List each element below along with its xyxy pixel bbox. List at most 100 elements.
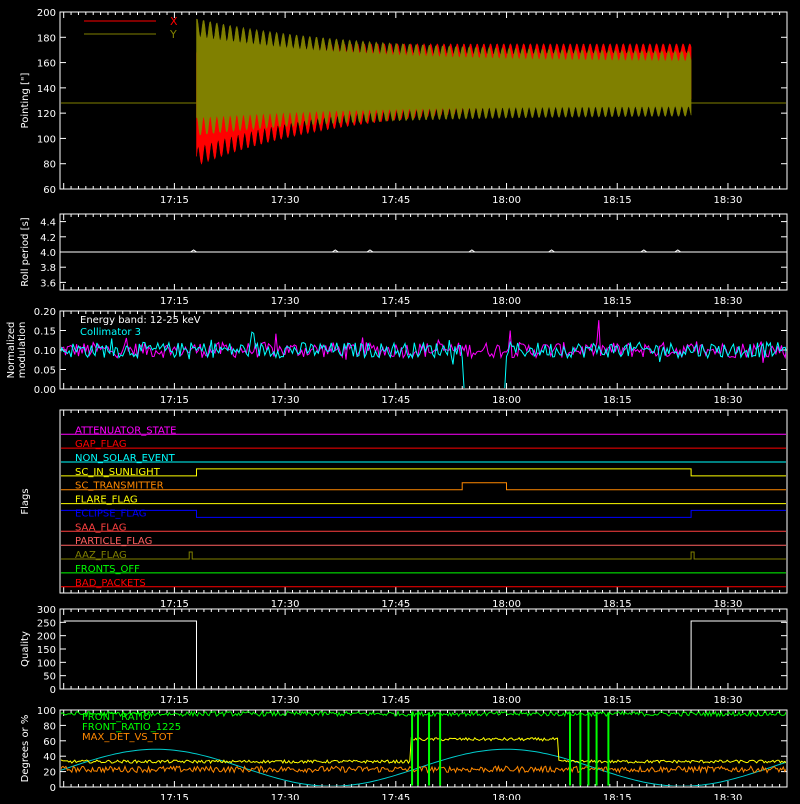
flag-label: FRONTS_OFF [75, 564, 140, 575]
x-tick-label: 18:30 [714, 296, 743, 307]
series-line [61, 331, 786, 388]
flag-line [61, 482, 786, 491]
y-tick-label: 80 [43, 160, 56, 171]
y-tick-label: 50 [43, 672, 56, 683]
y-tick-label: 160 [37, 59, 56, 70]
x-tick-label: 18:00 [492, 195, 521, 206]
flag-label: FLARE_FLAG [75, 495, 138, 506]
y-tick-label: 300 [37, 605, 56, 616]
y-tick-label: 80 [43, 721, 56, 732]
roll-period-blip [674, 249, 682, 253]
x-tick-label: 17:30 [271, 195, 300, 206]
x-tick-label: 17:30 [271, 599, 300, 610]
y-axis-label: modulation [17, 322, 28, 379]
data-layer [63, 620, 786, 688]
y-tick-label: 0.20 [34, 307, 56, 318]
x-tick-label: 18:30 [714, 793, 743, 800]
legend-label: MAX_DET_VS_TOT [82, 732, 174, 743]
panel-frame [59, 11, 788, 190]
data-layer [61, 711, 786, 786]
x-tick-label: 18:30 [714, 695, 743, 706]
x-tick-label: 17:30 [271, 296, 300, 307]
roll-period-blip [640, 249, 648, 253]
flag-label: ECLIPSE_FLAG [75, 508, 146, 519]
panel-quality: 17:15 17:30 17:45 18:00 18:15 18:30 0 50 100 150 2… [20, 605, 788, 706]
x-tick-label: 17:30 [271, 395, 300, 406]
series-line-angle [61, 748, 786, 786]
series-line-yellow [61, 736, 786, 765]
legend-label: FRONT_RATIO [82, 712, 151, 723]
flag-label: BAD_PACKETS [75, 578, 146, 589]
y-axis-label: Quality [20, 631, 31, 667]
y-tick-label: 0.05 [34, 366, 56, 377]
flag-label: ATTENUATOR_STATE [75, 425, 176, 436]
series-line-max-det [61, 764, 786, 775]
panel-ratios: 17:15 17:30 17:45 18:00 18:15 18:30 0 20 40 60 80 1… [20, 706, 788, 804]
y-tick-label: 4.2 [40, 233, 56, 244]
x-tick-label: 18:15 [603, 599, 632, 610]
x-tick-label: 18:30 [714, 395, 743, 406]
y-tick-label: 4.0 [40, 248, 56, 259]
legend-label: Collimator 3 [80, 327, 141, 338]
y-tick-label: 60 [43, 737, 56, 748]
roll-period-blip [468, 249, 476, 253]
y-tick-label: 180 [37, 33, 56, 44]
data-layer [61, 18, 786, 166]
panel-frame [59, 709, 788, 788]
panel-pointing: 17:15 17:30 17:45 18:00 18:15 18:30 60 80 100 120… [20, 8, 788, 206]
y-tick-label: 4.4 [40, 218, 56, 229]
flag-line [61, 509, 786, 518]
x-tick-label: 18:15 [603, 695, 632, 706]
x-tick-label: 18:00 [492, 793, 521, 800]
flag-label: SC_TRANSMITTER [75, 481, 164, 492]
y-axis-label: Roll period [s] [20, 217, 31, 286]
y-tick-label: 0.10 [34, 346, 56, 357]
flag-label: PARTICLE_FLAG [75, 536, 152, 547]
roll-period-blip [366, 249, 374, 253]
flag-label: NON_SOLAR_EVENT [75, 453, 176, 464]
x-tick-label: 18:15 [603, 296, 632, 307]
x-tick-label: 18:00 [492, 395, 521, 406]
y-axis-label: Normalized [6, 322, 17, 379]
legend-label: X [170, 15, 178, 28]
legend-label: FRONT_RATIO_1225 [82, 722, 181, 733]
y-tick-label: 250 [37, 618, 56, 629]
y-tick-label: 40 [43, 752, 56, 763]
y-tick-label: 200 [37, 8, 56, 19]
x-tick-label: 17:45 [381, 395, 410, 406]
y-tick-label: 0.00 [34, 385, 56, 396]
quality-line [63, 620, 786, 688]
x-tick-label: 17:15 [160, 695, 189, 706]
x-tick-label: 17:45 [381, 195, 410, 206]
flag-label: SAA_FLAG [75, 522, 126, 533]
panel-modulation: 17:15 17:30 17:45 18:00 18:15 18:30 0.00 0.05 0.… [6, 307, 788, 406]
y-tick-label: 0.15 [34, 327, 56, 338]
series-band-Y [196, 18, 692, 136]
x-tick-label: 17:30 [271, 695, 300, 706]
data-layer [61, 433, 786, 588]
roll-period-blip [190, 249, 197, 253]
y-tick-label: 200 [37, 632, 56, 643]
x-tick-label: 18:15 [603, 793, 632, 800]
x-tick-label: 17:15 [160, 195, 189, 206]
x-tick-label: 18:00 [492, 599, 521, 610]
y-tick-label: 60 [43, 185, 56, 196]
y-axis-label: Degrees or % [20, 715, 31, 783]
panel-roll: 17:15 17:30 17:45 18:00 18:15 18:30 3.6 3.8 4.0 4… [20, 213, 788, 307]
x-tick-label: 17:15 [160, 599, 189, 610]
data-layer [61, 320, 786, 388]
x-tick-label: 17:45 [381, 793, 410, 800]
x-tick-label: 18:00 [492, 695, 521, 706]
x-tick-label: 18:15 [603, 195, 632, 206]
x-tick-label: 17:15 [160, 793, 189, 800]
x-tick-label: 17:45 [381, 695, 410, 706]
x-tick-label: 17:15 [160, 395, 189, 406]
x-tick-label: 18:30 [714, 195, 743, 206]
x-tick-label: 17:45 [381, 599, 410, 610]
x-tick-label: 17:45 [381, 296, 410, 307]
series-line-front-ratio [61, 711, 786, 718]
y-axis-label: Pointing ["] [20, 72, 31, 128]
y-tick-label: 3.6 [40, 278, 56, 289]
y-tick-label: 20 [43, 768, 56, 779]
